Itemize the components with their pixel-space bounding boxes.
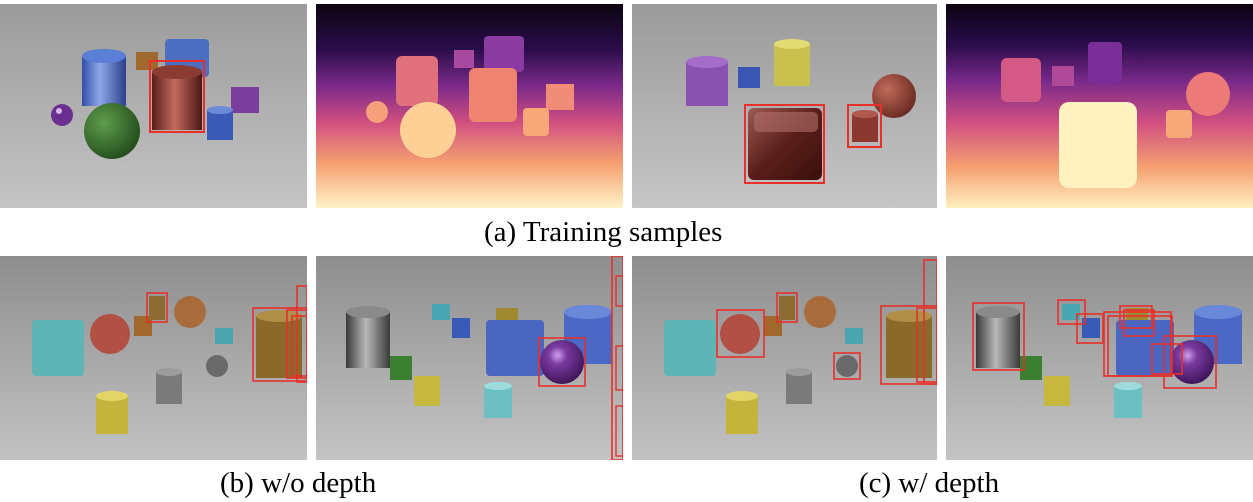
with-depth-scene-1-panel xyxy=(632,256,937,460)
training-scene-2-panel xyxy=(632,4,937,208)
training-samples-caption: (a) Training samples xyxy=(484,216,723,248)
training-scene-1-panel xyxy=(0,4,307,208)
without-depth-scene-2-panel xyxy=(316,256,623,460)
training-depth-2-panel xyxy=(946,4,1253,208)
with-depth-caption: (c) w/ depth xyxy=(859,467,1000,499)
training-depth-1-panel xyxy=(316,4,623,208)
without-depth-scene-1-panel xyxy=(0,256,307,460)
without-depth-caption: (b) w/o depth xyxy=(220,467,377,499)
with-depth-scene-2-panel xyxy=(946,256,1253,460)
